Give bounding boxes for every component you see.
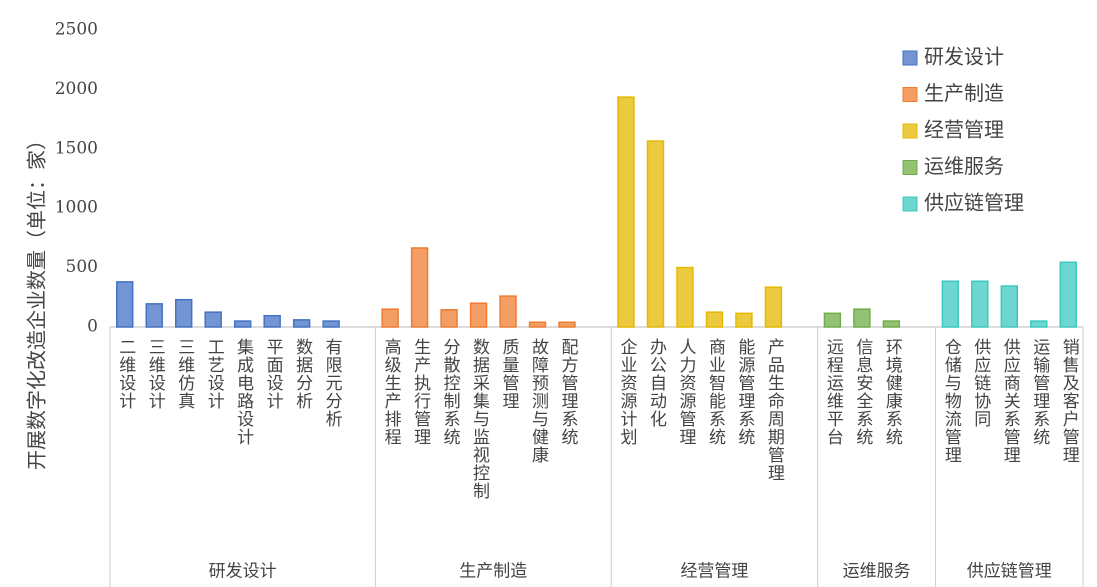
x-tick-label: 故障预测与健康 <box>528 338 549 464</box>
bar <box>941 280 960 328</box>
legend-swatch <box>902 196 918 212</box>
x-tick-label: 产品生命周期管理 <box>764 338 785 482</box>
x-tick-label: 分散控制系统 <box>440 338 461 446</box>
group-label: 经营管理 <box>680 562 748 582</box>
y-tick-label: 2500 <box>55 20 98 40</box>
legend-label: 运维服务 <box>924 154 1004 178</box>
group-label: 运维服务 <box>843 562 911 582</box>
x-tick-label: 配方管理系统 <box>558 338 579 446</box>
bar <box>705 311 724 328</box>
x-tick-label: 三维仿真 <box>174 338 195 410</box>
x-tick-label: 供应商关系管理 <box>1000 338 1021 464</box>
legend-label: 研发设计 <box>924 45 1004 69</box>
x-tick-label: 人力资源管理 <box>675 338 696 446</box>
bar <box>292 319 311 328</box>
x-tick-label: 三维设计 <box>145 338 166 410</box>
bar <box>263 314 281 328</box>
x-tick-label: 销售及客户管理 <box>1059 338 1080 464</box>
x-tick-label: 数据采集与监视控制 <box>469 338 490 500</box>
x-tick-label: 能源管理系统 <box>734 338 755 446</box>
group-label: 供应链管理 <box>967 562 1052 582</box>
y-tick-label: 2000 <box>55 79 98 99</box>
bar <box>676 266 694 328</box>
bar <box>971 280 989 328</box>
legend-label: 生产制造 <box>924 81 1004 105</box>
bar <box>764 286 783 328</box>
bar <box>469 302 488 328</box>
x-tick-label: 仓储与物流管理 <box>941 338 962 464</box>
x-tick-label: 生产执行管理 <box>410 338 431 446</box>
group-label: 研发设计 <box>209 562 277 582</box>
bar <box>410 247 429 328</box>
bar <box>823 312 842 328</box>
legend-label: 供应链管理 <box>924 191 1024 215</box>
x-tick-label: 平面设计 <box>263 338 284 410</box>
x-tick-label: 数据分析 <box>292 338 313 410</box>
y-tick-label: 0 <box>87 317 98 337</box>
y-tick-label: 1000 <box>55 198 98 218</box>
bar <box>617 96 635 328</box>
legend-swatch <box>902 50 918 66</box>
x-tick-label: 远程运维平台 <box>823 338 844 446</box>
legend-swatch <box>902 160 918 175</box>
bar <box>322 320 340 328</box>
x-tick-label: 信息安全系统 <box>852 338 873 446</box>
bar <box>646 140 665 328</box>
bar <box>882 320 901 328</box>
bar <box>735 312 753 328</box>
bar <box>1059 261 1077 328</box>
legend-swatch <box>902 87 918 102</box>
bar <box>381 308 399 328</box>
x-tick-label: 运输管理系统 <box>1029 338 1050 446</box>
x-tick-label: 办公自动化 <box>646 338 667 428</box>
bar <box>204 311 222 328</box>
bar <box>853 308 871 328</box>
legend-label: 经营管理 <box>924 118 1004 142</box>
bar <box>233 320 252 328</box>
x-tick-label: 工艺设计 <box>204 338 225 410</box>
bar <box>1000 285 1018 328</box>
x-tick-label: 质量管理 <box>499 338 519 410</box>
bar <box>175 298 193 328</box>
x-tick-label: 企业资源计划 <box>616 338 637 446</box>
group-label: 生产制造 <box>459 562 527 582</box>
x-tick-label: 供应链协同 <box>970 338 991 428</box>
x-tick-label: 商业智能系统 <box>705 338 726 446</box>
x-tick-label: 高级生产排程 <box>381 338 402 446</box>
legend-swatch <box>902 123 918 139</box>
x-tick-label: 二维设计 <box>115 338 136 410</box>
x-tick-label: 集成电路设计 <box>233 338 254 446</box>
bar <box>116 281 134 328</box>
bar <box>528 321 547 328</box>
x-tick-label: 环境健康系统 <box>882 338 903 446</box>
x-tick-label: 有限元分析 <box>322 338 343 428</box>
bar <box>145 303 163 328</box>
bar <box>558 321 576 328</box>
y-tick-label: 500 <box>66 257 98 277</box>
bar <box>1030 320 1048 328</box>
bar <box>499 295 517 328</box>
y-axis-label: 开展数字化改造企业数量（单位：家） <box>25 130 49 470</box>
y-tick-label: 1500 <box>55 138 98 158</box>
bar <box>440 309 458 328</box>
